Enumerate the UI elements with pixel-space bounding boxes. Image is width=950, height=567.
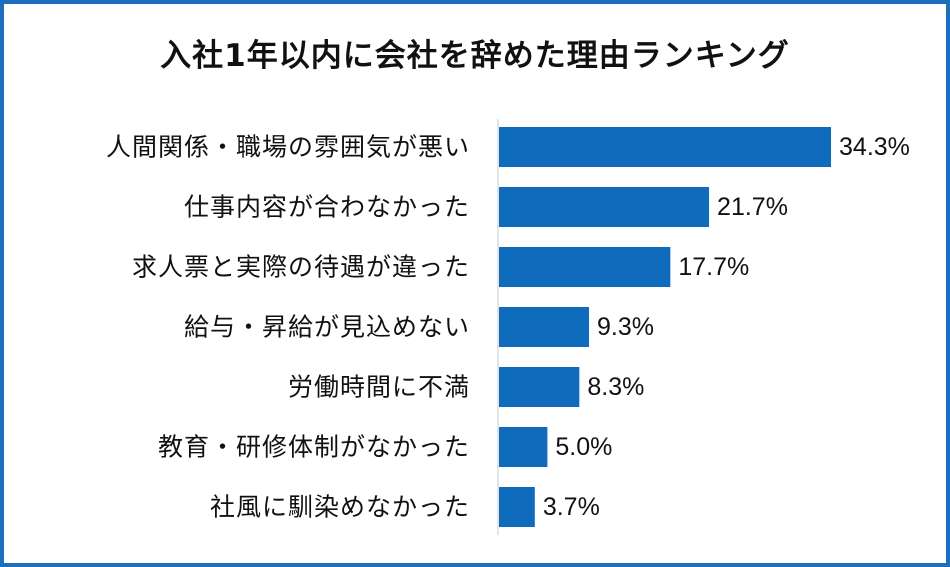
value-label: 8.3% bbox=[587, 373, 644, 401]
bar bbox=[499, 487, 535, 527]
category-label: 仕事内容が合わなかった bbox=[184, 193, 470, 222]
value-label: 34.3% bbox=[839, 133, 910, 161]
value-label: 21.7% bbox=[717, 193, 788, 221]
category-label: 労働時間に不満 bbox=[288, 373, 470, 402]
value-label: 5.0% bbox=[555, 433, 612, 461]
bar bbox=[499, 187, 710, 227]
category-label: 教育・研修体制がなかった bbox=[158, 433, 470, 462]
value-label: 3.7% bbox=[543, 493, 600, 521]
value-label: 17.7% bbox=[678, 253, 749, 281]
category-label: 人間関係・職場の雰囲気が悪い bbox=[106, 133, 470, 162]
bar bbox=[499, 127, 832, 167]
value-label: 9.3% bbox=[597, 313, 654, 341]
bar bbox=[499, 307, 590, 347]
bar bbox=[499, 367, 580, 407]
bar bbox=[499, 427, 548, 467]
chart-title: 入社1年以内に会社を辞めた理由ランキング bbox=[160, 38, 790, 74]
category-label: 給与・昇給が見込めない bbox=[184, 313, 470, 342]
category-label: 社風に馴染めなかった bbox=[210, 493, 470, 522]
category-label: 求人票と実際の待遇が違った bbox=[132, 253, 470, 282]
bar bbox=[499, 247, 671, 287]
